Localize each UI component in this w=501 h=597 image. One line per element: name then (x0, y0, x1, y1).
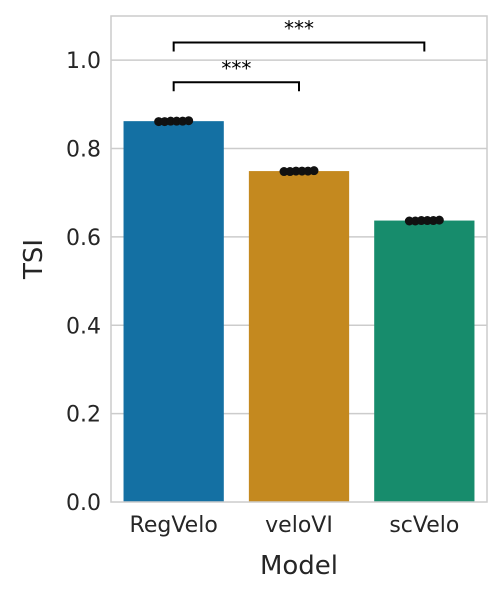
y-tick-labels: 0.0 0.2 0.4 0.6 0.8 1.0 (66, 49, 101, 516)
bars (123, 121, 475, 503)
x-tick-label: RegVelo (130, 513, 218, 538)
data-point (309, 166, 319, 176)
y-tick-label: 0.4 (66, 314, 101, 339)
significance-label: *** (221, 56, 251, 80)
x-tick-label: scVelo (389, 513, 459, 538)
significance-label: *** (284, 17, 314, 41)
x-tick-labels: RegVelo veloVI scVelo (130, 513, 460, 538)
bar-regvelo (123, 121, 224, 503)
bar-scvelo (374, 220, 475, 502)
x-axis-label: Model (260, 551, 338, 581)
plot-frame (110, 15, 488, 503)
y-tick-label: 1.0 (66, 49, 101, 74)
significance-annotations: *** *** (172, 17, 426, 92)
data-point (434, 215, 444, 225)
data-points (154, 116, 444, 226)
x-tick-label: veloVI (265, 513, 333, 538)
data-point (184, 116, 194, 126)
y-tick-label: 0.2 (66, 403, 101, 428)
y-tick-label: 0.8 (66, 138, 101, 163)
bar-velovi (248, 171, 350, 502)
significance-bracket (172, 41, 426, 52)
significance-bracket (172, 81, 300, 92)
y-tick-label: 0.0 (66, 491, 101, 516)
y-tick-label: 0.6 (66, 226, 101, 251)
y-axis-label: TSI (19, 239, 49, 280)
